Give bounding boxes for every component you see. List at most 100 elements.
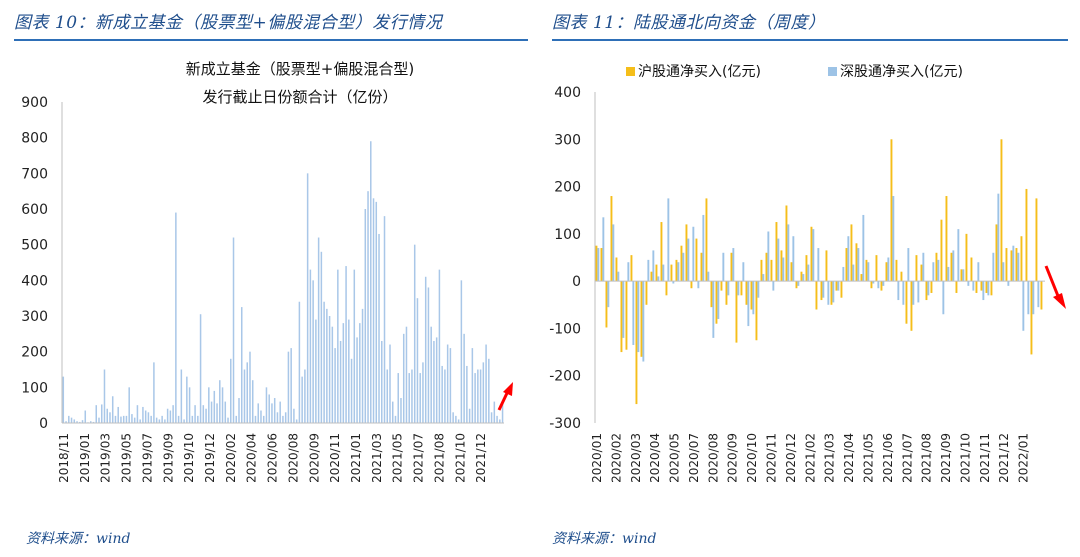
right-bar-sh [970, 257, 973, 282]
left-x-tick-label: 2019/12 [203, 433, 217, 483]
right-bar-sh [610, 196, 613, 282]
left-bar [466, 365, 468, 423]
right-x-tick-label: 2022/01 [1017, 433, 1031, 483]
right-bar-sz [887, 257, 890, 282]
right-bar-sz [732, 248, 735, 282]
left-bar [106, 408, 108, 423]
right-bar-sh [685, 224, 688, 282]
left-y-tick-label: 200 [21, 345, 48, 361]
legend-swatch-sh [626, 67, 635, 76]
right-y-tick-label: 200 [554, 180, 581, 196]
left-bar [482, 362, 485, 423]
right-bar-sh [900, 271, 903, 282]
right-bar-sz [892, 196, 895, 282]
left-bar [120, 416, 122, 423]
left-bar [230, 358, 232, 423]
left-bar [287, 351, 290, 423]
right-bar-sh [765, 252, 768, 282]
left-bar [265, 387, 268, 423]
left-y-tick-label: 100 [21, 380, 48, 396]
left-bar [391, 401, 394, 423]
right-bar-sz [947, 266, 950, 282]
left-bar [240, 307, 243, 423]
left-x-tick-label: 2021/07 [412, 433, 426, 483]
right-y-tick-label: -100 [549, 321, 581, 337]
left-bar [122, 415, 125, 423]
left-x-tick-label: 2019/03 [99, 433, 113, 483]
left-bar [496, 415, 498, 423]
right-bar-sh [985, 281, 988, 293]
right-bar-sz [1037, 281, 1040, 308]
left-bar [381, 340, 383, 423]
left-bar [117, 406, 119, 423]
right-bar-sz [882, 281, 885, 286]
left-bar [298, 301, 301, 423]
right-x-tick-label: 2020/09 [726, 433, 740, 483]
right-bar-sz [997, 193, 1000, 282]
left-bar [501, 401, 504, 423]
left-bar [235, 415, 238, 423]
right-bar-sh [600, 248, 603, 282]
left-bar [304, 369, 306, 423]
right-bar-sz [897, 281, 900, 301]
left-x-tick-label: 2018/11 [57, 433, 71, 483]
right-bar-sz [627, 262, 630, 282]
right-bar-sz [647, 259, 650, 282]
left-bar [114, 415, 117, 423]
right-bar-sh [630, 255, 633, 282]
right-y-tick-label: 0 [572, 274, 581, 290]
left-bar [158, 419, 161, 423]
right-bar-sz [872, 281, 875, 284]
right-x-tick-label: 2020/07 [687, 433, 701, 483]
left-x-tick-label: 2019/01 [78, 433, 92, 483]
right-bar-sh [835, 281, 838, 291]
right-bar-sz [987, 281, 990, 296]
left-bar [155, 417, 158, 423]
right-x-tick-label: 2020/10 [745, 433, 759, 483]
left-bar [488, 358, 490, 423]
right-bar-sz [907, 248, 910, 282]
right-bar-sz [707, 271, 710, 282]
right-bar-sz [717, 281, 720, 319]
left-bar [254, 415, 257, 423]
left-bar [427, 287, 430, 423]
left-bar [70, 417, 73, 423]
left-bar [463, 333, 465, 423]
right-bar-sh [910, 281, 913, 331]
left-bar [166, 408, 169, 423]
left-bar [328, 316, 331, 423]
right-bar-sz [622, 281, 625, 338]
right-bar-sz [817, 248, 820, 282]
left-bar [400, 398, 402, 423]
left-bar [139, 419, 141, 423]
left-bar [131, 414, 133, 423]
right-bar-sh [795, 281, 798, 289]
left-bar [457, 419, 460, 423]
left-bar [268, 394, 270, 423]
right-bar-sh [735, 281, 738, 343]
left-bar [315, 319, 317, 423]
left-bar [202, 405, 205, 423]
right-bar-sh [720, 281, 723, 291]
left-bar [100, 404, 103, 423]
left-bar [243, 369, 246, 423]
right-bar-sz [927, 281, 930, 296]
left-bar [468, 408, 471, 423]
left-bar [295, 419, 298, 423]
left-bar [383, 216, 386, 423]
left-x-tick-label: 2021/05 [391, 433, 405, 483]
right-figure-caption: 图表 11：陆股通北向资金（周度） [552, 13, 826, 33]
right-bar-sh [965, 233, 968, 282]
left-bar [76, 421, 78, 423]
right-bar-sz [962, 269, 965, 282]
right-trend-arrow-icon [1044, 265, 1066, 309]
left-bar [169, 410, 172, 423]
left-bar [353, 269, 356, 423]
left-bar [444, 369, 446, 423]
right-bar-sh [1040, 281, 1043, 310]
right-bar-sz [712, 281, 715, 338]
left-bar-series [62, 141, 504, 423]
right-bar-sh [645, 281, 648, 305]
left-bar [334, 348, 336, 423]
right-bar-sz [992, 252, 995, 282]
